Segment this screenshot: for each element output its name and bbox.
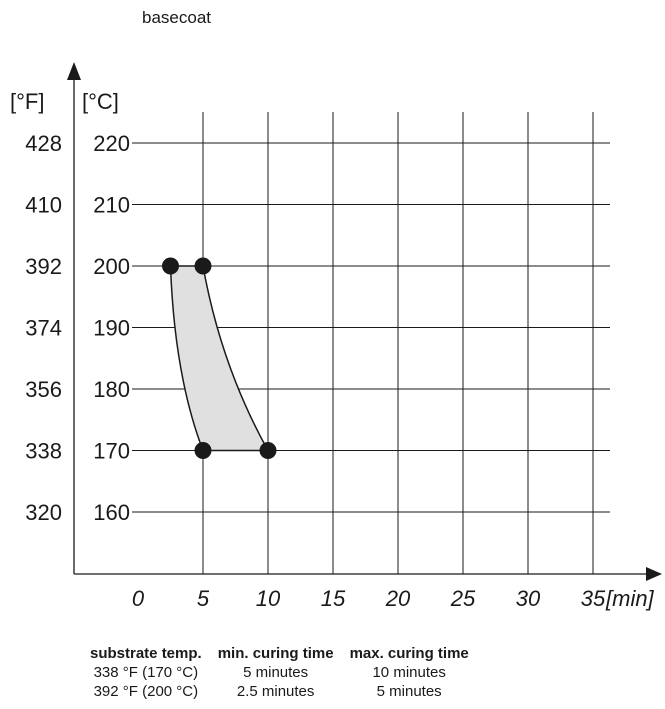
data-point <box>194 442 212 459</box>
y-tick-label-celsius: 160 <box>93 500 130 525</box>
curing-window <box>169 265 270 452</box>
y-axis-arrow <box>67 62 81 80</box>
data-point <box>259 442 277 459</box>
table-cell: 10 minutes <box>372 664 446 681</box>
y-tick-label-celsius: 190 <box>93 316 130 341</box>
table-cell: 5 minutes <box>243 664 309 681</box>
table-cell: 392 °F (200 °C) <box>93 683 199 700</box>
x-tick-label: 10 <box>256 586 281 611</box>
y-tick-label-celsius: 220 <box>93 131 130 156</box>
table-cell: 338 °F (170 °C) <box>93 664 199 681</box>
table-row: 338 °F (170 °C) 5 minutes 10 minutes <box>82 663 477 682</box>
y-tick-label-fahrenheit: 356 <box>25 377 62 402</box>
x-tick-label: 25 <box>450 586 476 611</box>
y-tick-label-fahrenheit: 410 <box>25 193 62 218</box>
data-point <box>194 257 212 275</box>
y-tick-label-fahrenheit: 374 <box>25 316 62 341</box>
header-min-curing-time: min. curing time <box>217 645 334 662</box>
y-axis-label-celsius: [°C] <box>82 89 119 114</box>
x-axis-arrow <box>646 567 662 581</box>
table-cell: 5 minutes <box>376 683 442 700</box>
y-tick-label-fahrenheit: 428 <box>25 131 62 156</box>
y-tick-label-fahrenheit: 338 <box>25 439 62 464</box>
data-points <box>162 257 277 459</box>
grid-lines <box>132 112 610 574</box>
x-tick-label: 35 <box>581 586 606 611</box>
axes <box>67 62 662 581</box>
x-tick-label: 20 <box>385 586 411 611</box>
y-tick-label-fahrenheit: 392 <box>25 254 62 279</box>
data-point <box>162 257 179 275</box>
tick-labels: 1603201703381803561903742003922104102204… <box>10 89 655 611</box>
curing-table: substrate temp. min. curing time max. cu… <box>82 644 477 701</box>
y-tick-label-celsius: 170 <box>93 439 130 464</box>
table-cell: 2.5 minutes <box>236 683 315 700</box>
y-axis-label-fahrenheit: [°F] <box>10 89 44 114</box>
x-axis-label: [min] <box>605 586 655 611</box>
table-row: 392 °F (200 °C) 2.5 minutes 5 minutes <box>82 682 477 701</box>
x-tick-label: 15 <box>321 586 346 611</box>
x-tick-label: 5 <box>197 586 210 611</box>
curing-window-area <box>169 265 270 452</box>
chart-title: basecoat <box>142 8 211 27</box>
y-tick-label-celsius: 210 <box>93 193 130 218</box>
y-tick-label-fahrenheit: 320 <box>25 500 62 525</box>
header-substrate-temp: substrate temp. <box>90 645 202 662</box>
curing-chart: 1603201703381803561903742003922104102204… <box>10 62 662 611</box>
table-header-row: substrate temp. min. curing time max. cu… <box>82 644 477 663</box>
y-tick-label-celsius: 200 <box>93 254 130 279</box>
x-tick-label: 0 <box>132 586 145 611</box>
x-tick-label: 30 <box>516 586 541 611</box>
header-max-curing-time: max. curing time <box>349 645 469 662</box>
y-tick-label-celsius: 180 <box>93 377 130 402</box>
